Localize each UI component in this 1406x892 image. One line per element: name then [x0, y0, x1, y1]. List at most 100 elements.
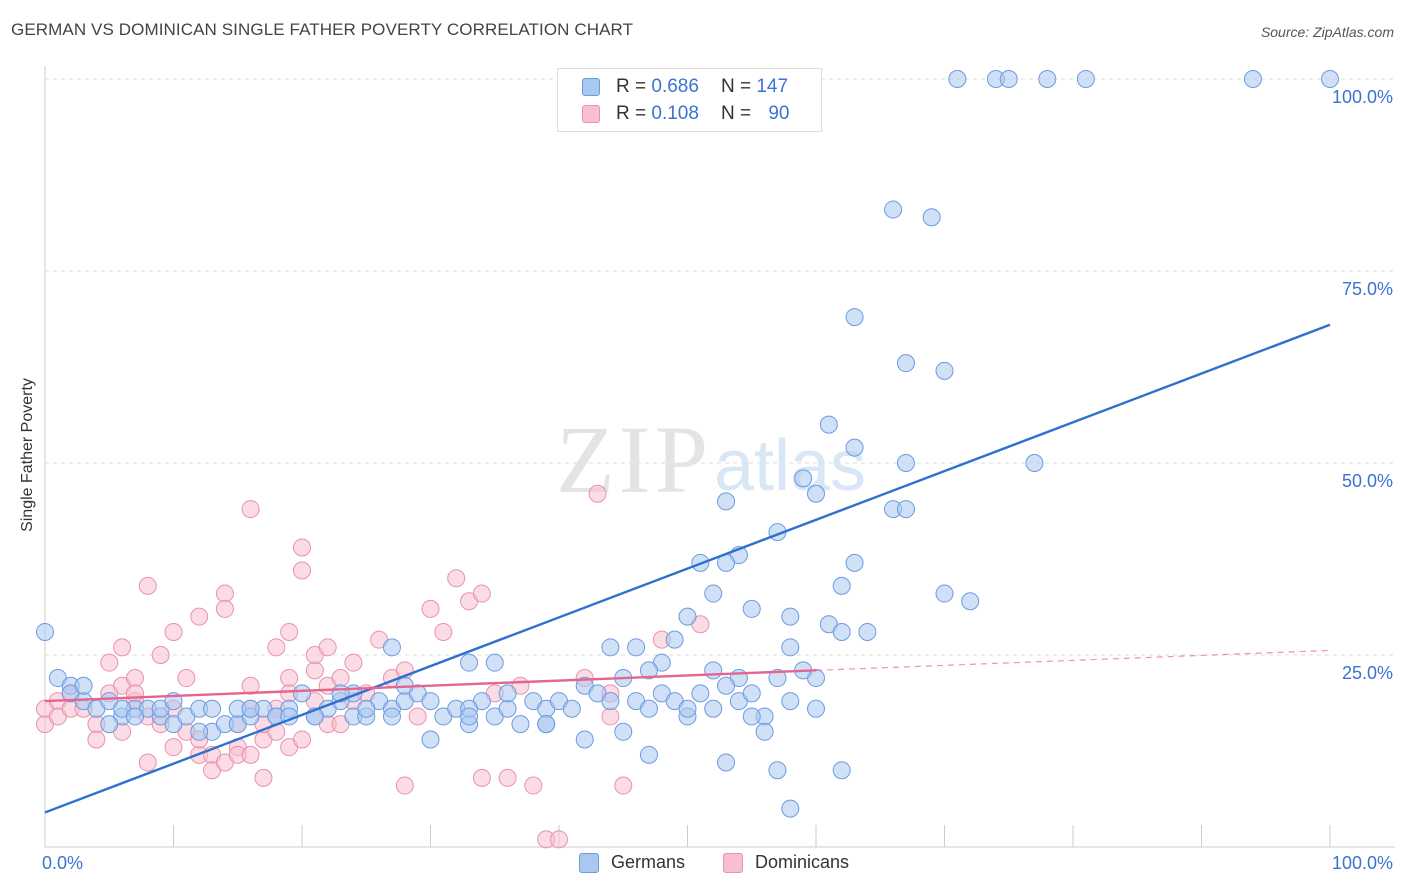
- germans-point: [1038, 70, 1057, 88]
- dominicans-point: [318, 638, 337, 657]
- germans-point: [382, 638, 401, 657]
- germans-point: [665, 630, 684, 649]
- germans-point: [807, 484, 825, 503]
- germans-point: [961, 592, 980, 611]
- germans-point: [781, 607, 800, 626]
- watermark-zip: ZIP: [556, 406, 712, 513]
- germans-point: [807, 699, 825, 718]
- x-tick-label: 0.0%: [42, 853, 83, 873]
- germans-point: [781, 638, 800, 657]
- legend-r-value: 0.108: [651, 103, 699, 124]
- germans-point: [884, 200, 903, 219]
- germans-swatch: [582, 78, 600, 96]
- germans-point: [768, 669, 787, 688]
- legend-row-germans: R = 0.686 N = 147: [582, 75, 788, 99]
- germans-point: [717, 753, 736, 772]
- watermark-atlas: atlas: [714, 426, 866, 506]
- germans-point: [1321, 70, 1339, 88]
- dominicans-point: [472, 584, 491, 603]
- germans-point: [935, 584, 954, 603]
- dominicans-points: [36, 484, 710, 849]
- germans-point: [190, 722, 209, 741]
- germans-point: [575, 730, 594, 749]
- germans-point: [627, 638, 646, 657]
- germans-point: [421, 692, 440, 711]
- dominicans-point: [254, 768, 273, 787]
- germans-point: [639, 699, 658, 718]
- dominicans-point: [215, 599, 234, 618]
- germans-point: [601, 638, 620, 657]
- germans-point: [460, 653, 479, 672]
- x-tick-label: 100.0%: [1332, 853, 1393, 873]
- dominicans-swatch: [582, 105, 600, 123]
- watermark: ZIP atlas: [556, 406, 866, 513]
- germans-point: [717, 676, 736, 695]
- germans-point: [999, 70, 1018, 88]
- germans-point: [845, 438, 864, 457]
- dominicans-point: [344, 653, 363, 672]
- y-tick-label: 25.0%: [1342, 663, 1393, 683]
- germans-point: [74, 676, 93, 695]
- dominicans-point: [125, 684, 144, 703]
- dominicans-point: [241, 500, 260, 519]
- bottom-legend-dominicans: Dominicans: [723, 852, 849, 873]
- germans-point: [704, 584, 723, 603]
- dominicans-point: [138, 753, 157, 772]
- germans-point: [537, 715, 556, 734]
- y-tick-label: 75.0%: [1342, 279, 1393, 299]
- germans-point: [781, 692, 800, 711]
- dominicans-point: [241, 745, 260, 764]
- germans-point: [125, 707, 144, 726]
- germans-point: [755, 722, 774, 741]
- dominicans-point: [524, 776, 543, 795]
- legend-r-label: R =: [616, 103, 647, 124]
- dominicans-point: [498, 768, 517, 787]
- germans-point: [896, 500, 915, 519]
- germans-point: [639, 661, 658, 680]
- germans-trend-line: [44, 323, 1331, 814]
- y-axis-label: Single Father Poverty: [19, 378, 36, 532]
- bottom-legend-germans: Germans: [579, 852, 685, 873]
- dominicans-point: [100, 653, 119, 672]
- chart-title: GERMAN VS DOMINICAN SINGLE FATHER POVERT…: [11, 20, 634, 39]
- dominicans-point: [215, 584, 234, 603]
- y-tick-label: 100.0%: [1332, 87, 1393, 107]
- dominicans-point: [395, 776, 414, 795]
- dominicans-point: [421, 599, 440, 618]
- germans-point: [832, 576, 851, 595]
- germans-point: [511, 715, 530, 734]
- correlation-legend: R = 0.686 N = 147 R = 0.108 N = 90: [557, 68, 822, 132]
- dominicans-point: [138, 576, 157, 595]
- legend-n-value: 90: [768, 103, 790, 124]
- legend-r-label: R =: [616, 76, 647, 97]
- dominicans-legend-label: Dominicans: [755, 852, 850, 872]
- germans-point: [742, 684, 761, 703]
- germans-point: [896, 454, 915, 472]
- legend-n-label: N =: [720, 76, 752, 97]
- germans-points: [36, 70, 1339, 818]
- germans-point: [601, 692, 620, 711]
- dominicans-point: [267, 638, 286, 657]
- trend-lines: [44, 323, 1331, 814]
- germans-point: [382, 707, 401, 726]
- legend-r-value: 0.686: [651, 76, 699, 97]
- dominicans-point: [190, 607, 209, 626]
- dominicans-trend-line: [44, 669, 817, 703]
- dominicans-point: [550, 830, 568, 849]
- germans-point: [768, 761, 787, 780]
- germans-point: [460, 707, 479, 726]
- germans-point: [1076, 70, 1095, 88]
- germans-point: [742, 707, 761, 726]
- germans-point: [562, 699, 581, 718]
- germans-point: [691, 684, 710, 703]
- dominicans-point: [293, 730, 311, 749]
- germans-point: [819, 415, 838, 434]
- germans-point: [678, 607, 697, 626]
- legend-row-dominicans: R = 0.108 N = 90: [582, 102, 789, 126]
- dominicans-trend-extension: [815, 649, 1331, 671]
- germans-point: [1025, 454, 1044, 472]
- germans-point: [421, 730, 440, 749]
- germans-point: [357, 699, 376, 718]
- dominicans-point: [164, 738, 183, 757]
- germans-point: [293, 684, 311, 703]
